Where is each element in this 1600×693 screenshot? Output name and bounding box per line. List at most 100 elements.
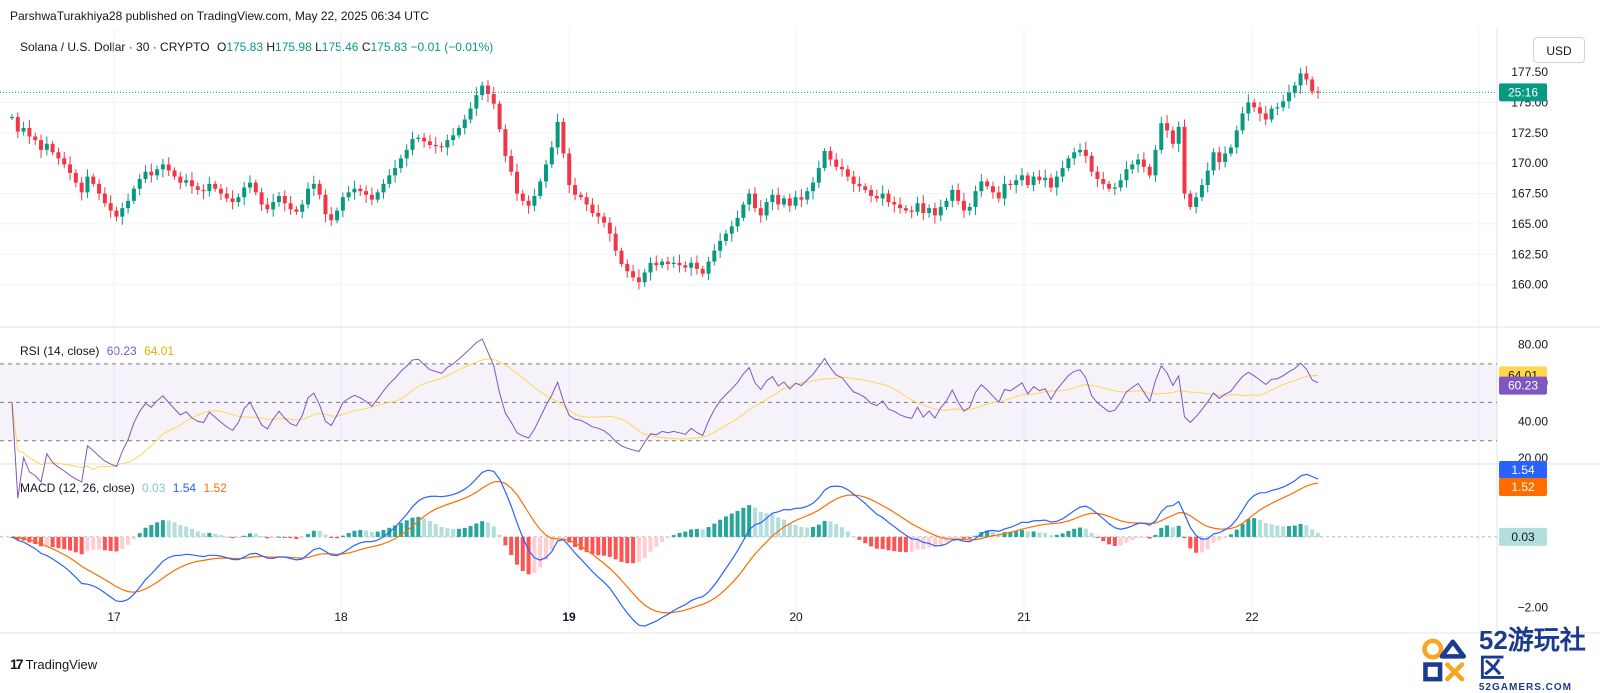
candle[interactable] xyxy=(1298,67,1303,94)
macd-title[interactable]: MACD (12, 26, close) xyxy=(20,481,135,495)
candle[interactable] xyxy=(462,114,467,135)
candle[interactable] xyxy=(1002,175,1007,206)
candle[interactable] xyxy=(218,183,223,201)
candle[interactable] xyxy=(886,189,891,207)
candle[interactable] xyxy=(265,198,270,214)
candle[interactable] xyxy=(1263,106,1268,126)
candle[interactable] xyxy=(1054,170,1059,196)
candle[interactable] xyxy=(1182,119,1187,200)
candle[interactable] xyxy=(456,124,461,139)
candle[interactable] xyxy=(747,188,752,211)
candle[interactable] xyxy=(1107,180,1112,192)
candle[interactable] xyxy=(21,121,26,136)
candle[interactable] xyxy=(1165,115,1170,138)
candle[interactable] xyxy=(567,147,572,194)
candle[interactable] xyxy=(1037,170,1042,185)
price-pane[interactable] xyxy=(0,66,1497,290)
candle[interactable] xyxy=(39,134,44,158)
candle[interactable] xyxy=(677,254,682,273)
candle[interactable] xyxy=(985,178,990,190)
candle[interactable] xyxy=(1153,145,1158,182)
candle[interactable] xyxy=(979,174,984,197)
candle[interactable] xyxy=(1304,66,1309,86)
candle[interactable] xyxy=(33,132,38,145)
candle[interactable] xyxy=(497,100,502,133)
candle[interactable] xyxy=(381,179,386,199)
candle[interactable] xyxy=(364,185,369,203)
candle[interactable] xyxy=(1019,168,1024,186)
candle[interactable] xyxy=(306,182,311,209)
candle[interactable] xyxy=(520,189,525,206)
candle[interactable] xyxy=(706,256,711,281)
candle[interactable] xyxy=(631,264,636,282)
candle[interactable] xyxy=(602,212,607,228)
candle[interactable] xyxy=(480,81,485,100)
candle[interactable] xyxy=(439,142,444,153)
candle[interactable] xyxy=(143,165,148,183)
candle[interactable] xyxy=(387,168,392,188)
candle[interactable] xyxy=(1112,182,1117,196)
candle[interactable] xyxy=(352,180,357,200)
candle[interactable] xyxy=(1025,172,1030,189)
candle[interactable] xyxy=(491,86,496,110)
candle[interactable] xyxy=(665,256,670,271)
candle[interactable] xyxy=(445,134,450,156)
candle[interactable] xyxy=(1281,94,1286,112)
candle[interactable] xyxy=(451,128,456,146)
candle[interactable] xyxy=(213,180,218,192)
candle[interactable] xyxy=(648,257,653,281)
candle[interactable] xyxy=(1089,152,1094,177)
candle[interactable] xyxy=(1031,171,1036,192)
candle[interactable] xyxy=(1234,125,1239,154)
candle[interactable] xyxy=(625,259,630,278)
candle[interactable] xyxy=(1292,81,1297,98)
candle[interactable] xyxy=(961,192,966,218)
candle[interactable] xyxy=(201,184,206,200)
candle[interactable] xyxy=(1014,174,1019,194)
candle[interactable] xyxy=(166,157,171,177)
candle[interactable] xyxy=(898,197,903,214)
candle[interactable] xyxy=(91,173,96,187)
candle[interactable] xyxy=(834,153,839,171)
candle[interactable] xyxy=(538,178,543,200)
candle[interactable] xyxy=(1205,162,1210,193)
symbol-label[interactable]: Solana / U.S. Dollar · 30 · CRYPTO xyxy=(20,40,210,54)
candle[interactable] xyxy=(73,169,78,188)
candle[interactable] xyxy=(160,158,165,178)
candle[interactable] xyxy=(874,189,879,203)
candle[interactable] xyxy=(62,151,67,169)
candle[interactable] xyxy=(1194,192,1199,214)
candle[interactable] xyxy=(880,185,885,206)
candle[interactable] xyxy=(1078,143,1083,157)
candle[interactable] xyxy=(102,187,107,208)
candle[interactable] xyxy=(1257,101,1262,122)
candle[interactable] xyxy=(335,207,340,224)
candle[interactable] xyxy=(1101,171,1106,190)
candle[interactable] xyxy=(503,124,508,163)
candle[interactable] xyxy=(1188,190,1193,210)
candle[interactable] xyxy=(85,169,90,198)
candle[interactable] xyxy=(990,181,995,199)
candle[interactable] xyxy=(1072,147,1077,165)
candle[interactable] xyxy=(358,184,363,196)
candle[interactable] xyxy=(863,183,868,193)
candle[interactable] xyxy=(700,265,705,277)
candle[interactable] xyxy=(1008,179,1013,190)
candle[interactable] xyxy=(1240,106,1245,135)
candle[interactable] xyxy=(956,183,961,205)
candle[interactable] xyxy=(1060,160,1065,183)
candle[interactable] xyxy=(416,134,421,142)
candle[interactable] xyxy=(973,185,978,216)
candle[interactable] xyxy=(718,232,723,258)
candle[interactable] xyxy=(10,114,14,121)
candle[interactable] xyxy=(921,195,926,221)
candle[interactable] xyxy=(224,187,229,203)
candle[interactable] xyxy=(509,149,514,176)
candle[interactable] xyxy=(172,167,177,180)
candle[interactable] xyxy=(1130,160,1135,175)
candle[interactable] xyxy=(840,158,845,177)
candle[interactable] xyxy=(323,189,328,223)
candle[interactable] xyxy=(137,174,142,196)
candle[interactable] xyxy=(1223,146,1228,168)
